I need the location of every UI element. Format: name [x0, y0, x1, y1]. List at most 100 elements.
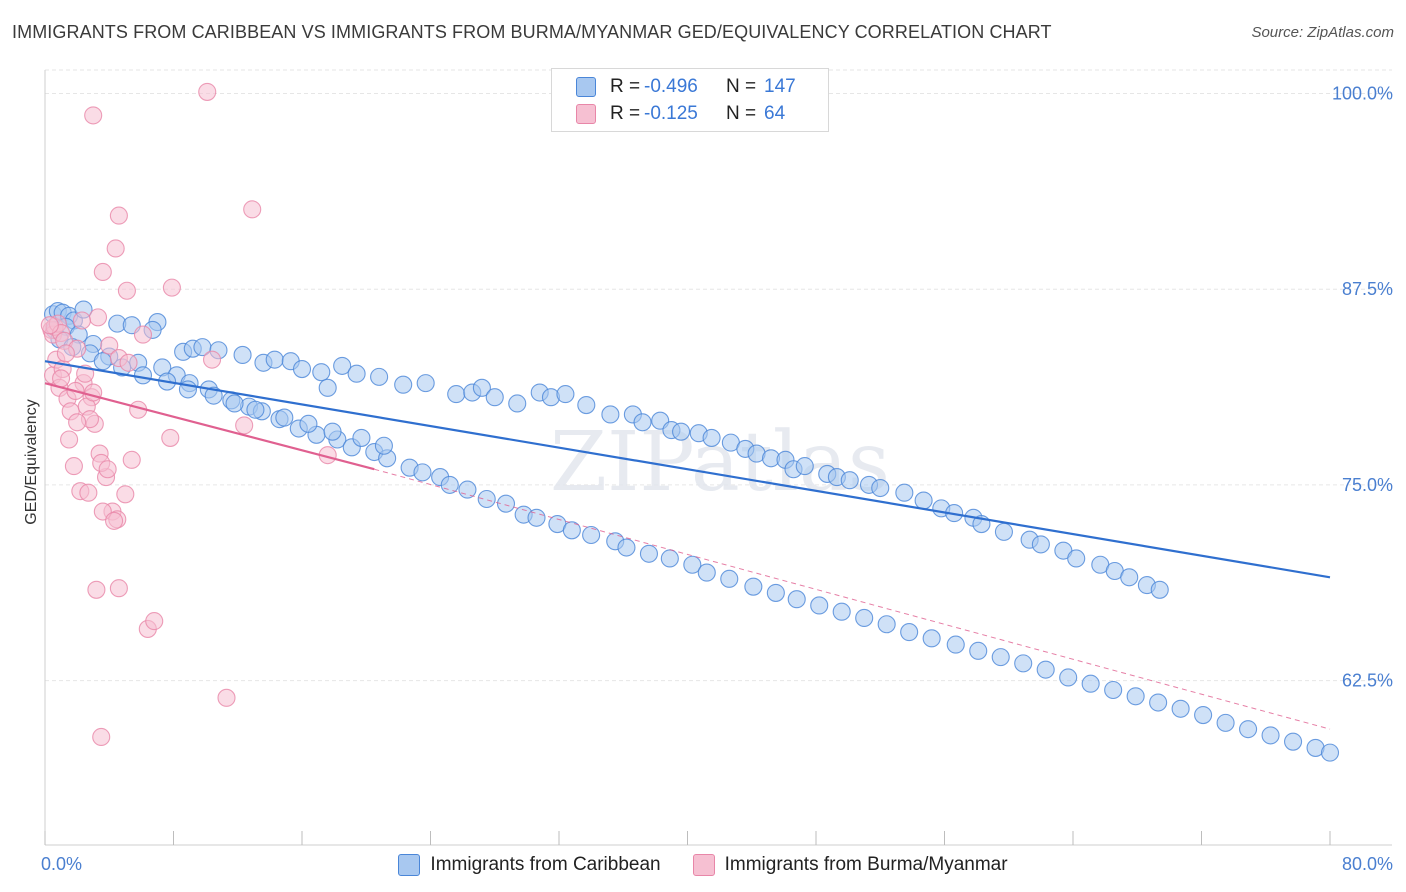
caribbean-point — [225, 394, 244, 413]
caribbean-point — [485, 388, 504, 407]
burma-point — [117, 281, 136, 300]
caribbean-point — [633, 413, 652, 432]
x-tick-label: 80.0% — [1342, 854, 1393, 874]
legend-swatch-blue — [576, 77, 596, 97]
caribbean-point — [1081, 674, 1100, 693]
burma-point — [243, 200, 262, 219]
caribbean-point — [275, 408, 294, 427]
caribbean-point — [246, 400, 265, 419]
caribbean-point — [265, 350, 284, 369]
legend-row-caribbean: R = -0.496 N = 147 — [576, 74, 846, 100]
burma-point — [161, 428, 180, 447]
caribbean-point — [1239, 720, 1258, 739]
caribbean-point — [1149, 693, 1168, 712]
burma-point — [203, 350, 222, 369]
y-tick-label: 87.5% — [1342, 279, 1393, 299]
legend-row-burma: R = -0.125 N = 64 — [576, 101, 846, 127]
caribbean-point — [1120, 568, 1139, 587]
burma-point — [60, 430, 79, 449]
burma-point — [109, 206, 128, 225]
caribbean-point — [477, 489, 496, 509]
legend-n-label: N = — [726, 103, 757, 124]
caribbean-point — [895, 483, 914, 502]
legend-n-value: 147 — [764, 76, 796, 97]
caribbean-point — [370, 367, 389, 386]
burma-point — [116, 485, 135, 504]
caribbean-point — [855, 608, 874, 628]
legend-n-value: 64 — [764, 103, 786, 124]
caribbean-point — [1104, 680, 1123, 700]
trend-layer — [44, 360, 1331, 730]
burma-point — [105, 511, 124, 530]
caribbean-point — [1126, 687, 1145, 706]
caribbean-point — [1036, 660, 1055, 679]
caribbean-point — [582, 525, 601, 545]
burma-point — [84, 106, 103, 125]
legend-item-caribbean[interactable]: Immigrants from Caribbean — [398, 854, 661, 876]
caribbean-point — [946, 635, 965, 654]
caribbean-point — [527, 508, 546, 527]
caribbean-point — [1320, 743, 1340, 762]
caribbean-point — [660, 549, 679, 568]
caribbean-point — [299, 414, 318, 433]
burma-point — [98, 460, 117, 479]
caribbean-point — [318, 378, 337, 397]
caribbean-point — [416, 374, 435, 393]
caribbean-point — [133, 366, 153, 385]
caribbean-point — [440, 475, 459, 494]
caribbean-point — [496, 494, 516, 513]
legend-item-burma[interactable]: Immigrants from Burma/Myanmar — [692, 854, 1008, 876]
legend-swatch-pink — [576, 104, 596, 124]
burma-point — [88, 308, 108, 327]
caribbean-point — [672, 422, 691, 441]
caribbean-point — [323, 422, 342, 441]
caribbean-point — [577, 396, 596, 415]
burma-point — [84, 383, 103, 402]
burma-point — [52, 369, 71, 388]
y-tick-label: 75.0% — [1342, 475, 1393, 495]
caribbean-point — [292, 359, 312, 379]
source-label: Source: ZipAtlas.com — [1251, 24, 1394, 41]
caribbean-point — [810, 596, 829, 615]
caribbean-point — [702, 428, 721, 447]
burma-point — [119, 353, 138, 372]
burma-point — [145, 612, 164, 631]
caribbean-point — [508, 394, 527, 413]
caribbean-point — [562, 521, 581, 540]
burma-point — [133, 325, 153, 344]
caribbean-point — [556, 385, 575, 404]
y-axis-label: GED/Equivalency — [23, 399, 40, 524]
caribbean-point — [877, 615, 896, 634]
burma-trend-line — [44, 382, 375, 471]
burma-point — [79, 483, 98, 502]
caribbean-point — [233, 345, 252, 364]
burma-trend-extension — [374, 468, 1331, 730]
caribbean-point — [683, 555, 702, 574]
grid-layer — [45, 69, 1392, 682]
burma-point — [100, 336, 119, 355]
caribbean-point — [991, 648, 1010, 667]
caribbean-point — [617, 538, 636, 557]
caribbean-point — [374, 436, 393, 455]
caribbean-point — [914, 491, 933, 510]
legend-label-caribbean: Immigrants from Caribbean — [430, 854, 661, 875]
burma-point — [72, 311, 91, 330]
burma-point — [56, 344, 75, 363]
caribbean-point — [601, 405, 620, 424]
legend-swatch-blue — [398, 854, 421, 876]
caribbean-point — [697, 563, 716, 582]
y-tick-label: 100.0% — [1332, 83, 1393, 103]
legend-r-value: -0.496 — [644, 76, 698, 97]
caribbean-point — [900, 623, 919, 642]
caribbean-point — [352, 428, 371, 447]
legend-label-burma: Immigrants from Burma/Myanmar — [724, 854, 1008, 875]
caribbean-point — [204, 386, 223, 405]
caribbean-point — [1261, 726, 1280, 745]
caribbean-point — [1194, 706, 1213, 725]
burma-point — [217, 688, 236, 707]
burma-point — [235, 416, 254, 435]
caribbean-point — [1059, 668, 1078, 687]
caribbean-point — [720, 569, 739, 588]
caribbean-point — [1150, 580, 1169, 599]
